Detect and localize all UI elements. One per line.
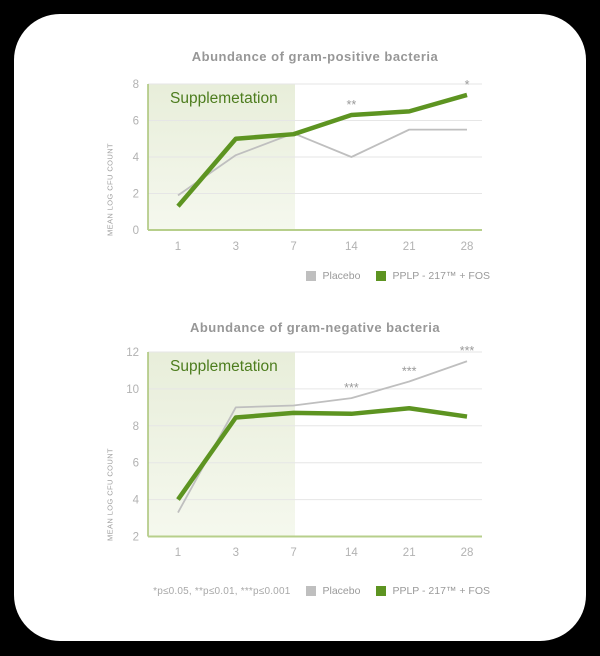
y-tick-label: 2 bbox=[133, 532, 139, 544]
y-tick-label: 6 bbox=[133, 116, 139, 128]
supplementation-shade bbox=[148, 352, 295, 537]
x-tick-label: 1 bbox=[175, 547, 181, 559]
x-tick-label: 28 bbox=[461, 547, 474, 559]
chart2-y-axis-label: MEAN LOG CFU COUNT bbox=[105, 447, 115, 542]
chart1-supplementation-label: Supplemetation bbox=[170, 90, 278, 107]
significance-annotation: ** bbox=[347, 98, 357, 112]
legend-item-placebo: Placebo bbox=[306, 270, 360, 282]
chart1-y-axis-label: MEAN LOG CFU COUNT bbox=[105, 142, 115, 237]
legend-item-pplp: PPLP - 217™ + FOS bbox=[376, 585, 490, 597]
x-tick-label: 7 bbox=[290, 547, 296, 559]
chart2-title: Abundance of gram-negative bacteria bbox=[189, 320, 441, 335]
chart1-legend: Placebo PPLP - 217™ + FOS bbox=[306, 270, 490, 282]
legend-label-pplp: PPLP - 217™ + FOS bbox=[392, 585, 490, 597]
series-line-pplp bbox=[176, 406, 468, 501]
significance-annotation: *** bbox=[402, 365, 417, 379]
series-line-placebo bbox=[177, 128, 467, 197]
chart1-title: Abundance of gram-positive bacteria bbox=[191, 49, 439, 64]
pplp-swatch-icon bbox=[376, 271, 387, 281]
placebo-swatch-icon bbox=[306, 586, 317, 596]
legend-label-pplp: PPLP - 217™ + FOS bbox=[392, 270, 490, 282]
legend-item-placebo: Placebo bbox=[306, 585, 360, 597]
significance-annotation: * bbox=[465, 78, 470, 92]
series-line-pplp bbox=[176, 92, 468, 208]
legend-label-placebo: Placebo bbox=[322, 270, 361, 282]
y-tick-label: 4 bbox=[133, 152, 140, 164]
y-tick-label: 8 bbox=[133, 421, 139, 433]
significance-footnote: *p≤0.05, **p≤0.01, ***p≤0.001 bbox=[153, 585, 291, 597]
chart2-supplementation-label: Supplemetation bbox=[170, 358, 278, 375]
x-tick-label: 3 bbox=[233, 241, 239, 253]
y-tick-label: 4 bbox=[133, 495, 140, 507]
chart2-legend: *p≤0.05, **p≤0.01, ***p≤0.001 Placebo PP… bbox=[153, 585, 490, 597]
x-tick-label: 1 bbox=[175, 241, 181, 253]
pplp-swatch-icon bbox=[376, 586, 387, 596]
x-tick-label: 21 bbox=[403, 241, 416, 253]
y-tick-label: 8 bbox=[133, 79, 139, 91]
x-tick-label: 28 bbox=[461, 241, 474, 253]
placebo-swatch-icon bbox=[306, 271, 317, 281]
y-tick-label: 12 bbox=[126, 347, 139, 359]
x-tick-label: 14 bbox=[345, 547, 358, 559]
y-tick-label: 0 bbox=[133, 225, 139, 237]
significance-annotation: *** bbox=[344, 381, 359, 395]
legend-label-placebo: Placebo bbox=[322, 585, 361, 597]
x-tick-label: 7 bbox=[290, 241, 296, 253]
significance-annotation: *** bbox=[460, 344, 475, 358]
y-tick-label: 10 bbox=[126, 384, 139, 396]
y-tick-label: 2 bbox=[133, 189, 139, 201]
legend-item-pplp: PPLP - 217™ + FOS bbox=[376, 270, 490, 282]
series-line-placebo bbox=[177, 360, 468, 513]
x-tick-label: 3 bbox=[233, 547, 239, 559]
x-tick-label: 14 bbox=[345, 241, 358, 253]
y-tick-label: 6 bbox=[133, 458, 139, 470]
x-tick-label: 21 bbox=[403, 547, 416, 559]
